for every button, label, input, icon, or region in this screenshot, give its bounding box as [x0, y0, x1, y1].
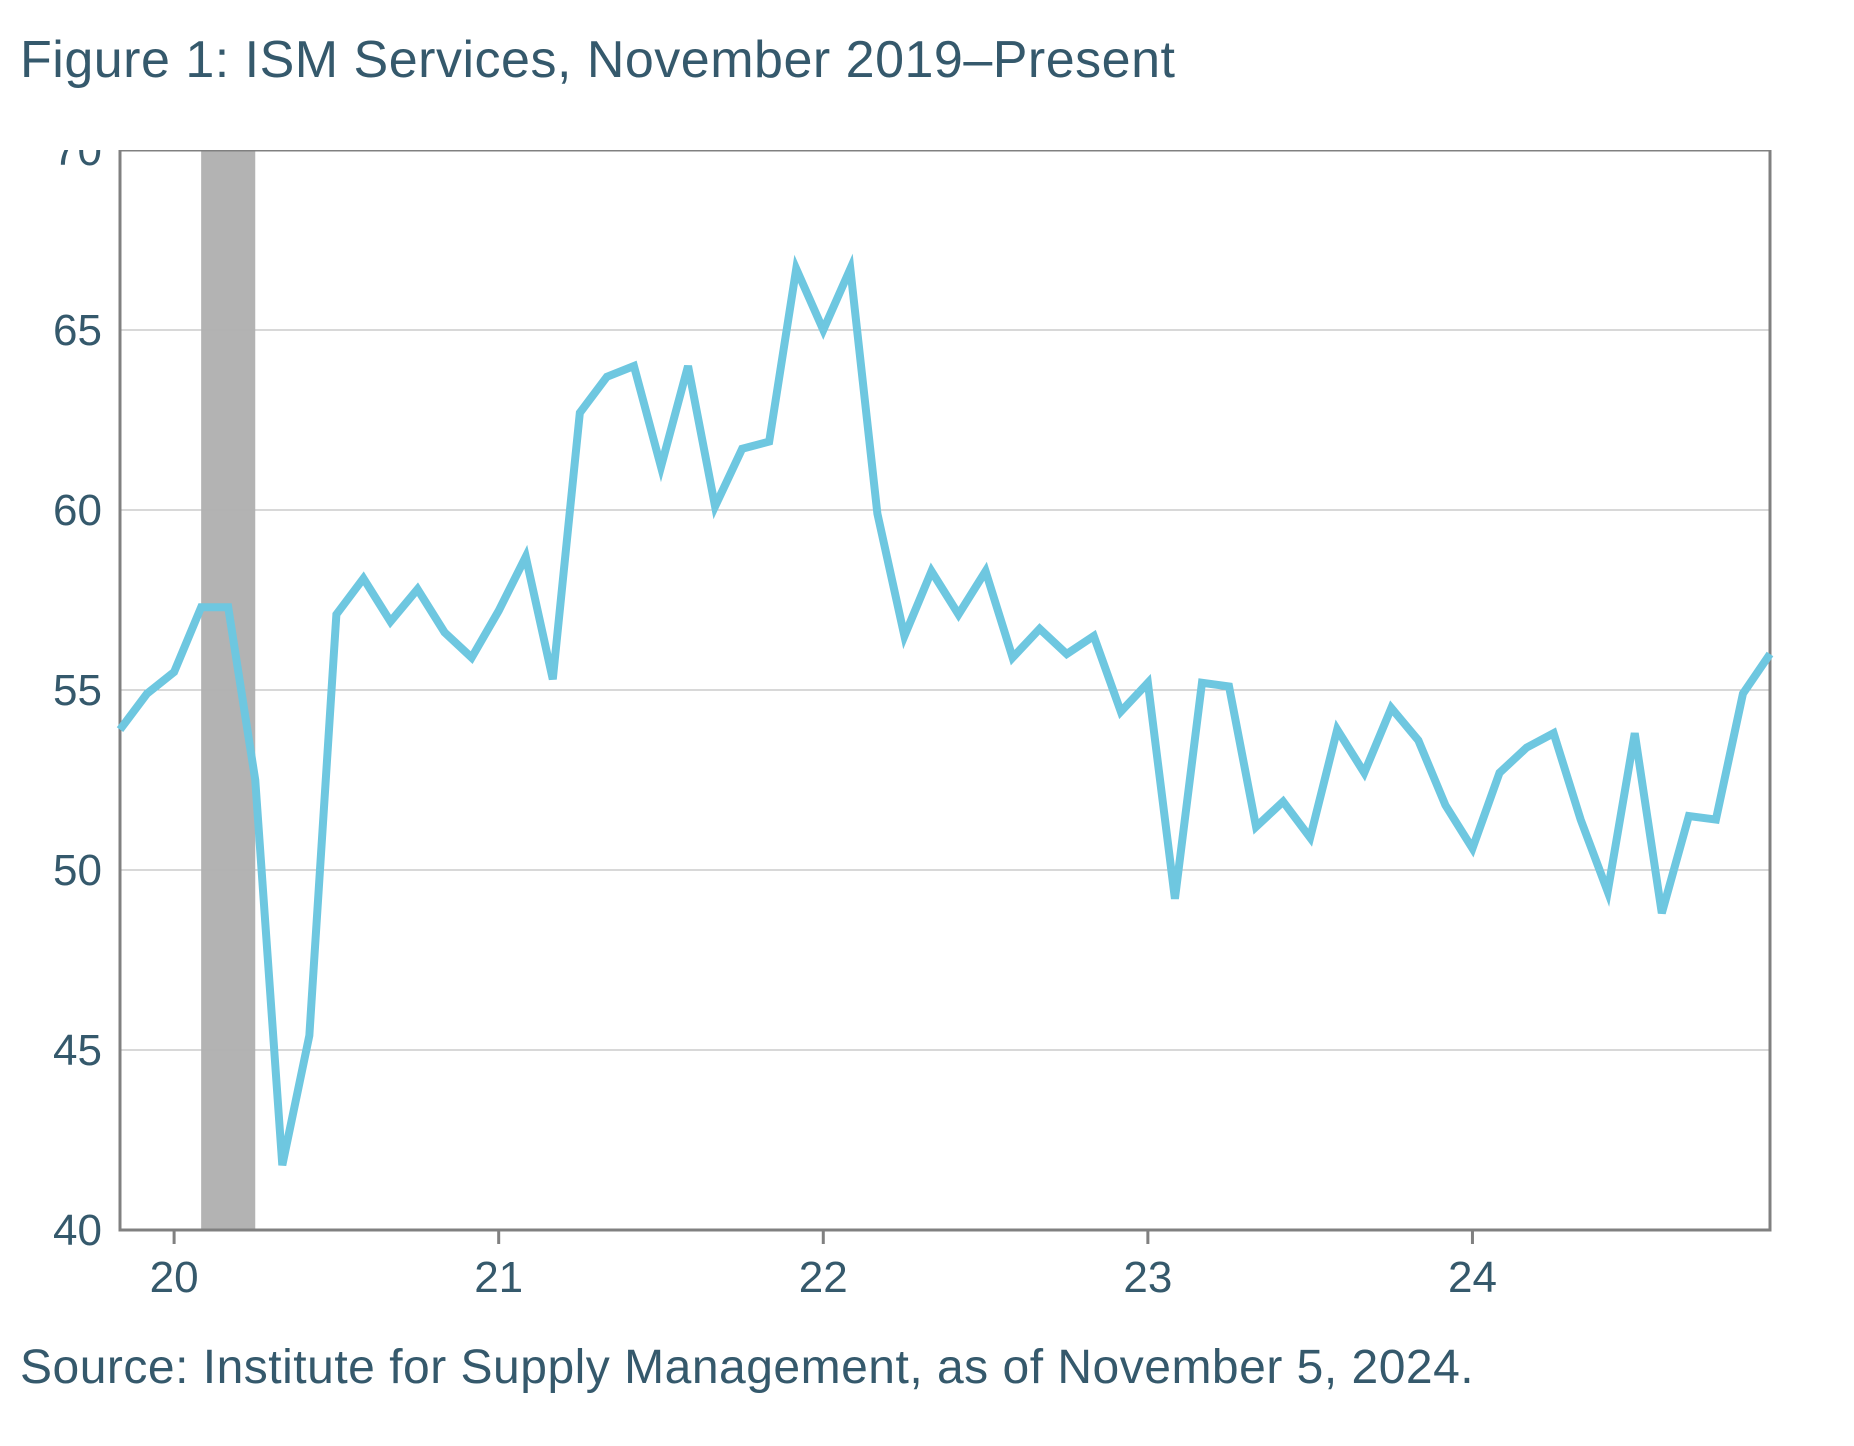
figure-title: Figure 1: ISM Services, November 2019–Pr…	[20, 30, 1814, 90]
line-chart: 40 45 50 55 60 65 70 20 21 22 23 24	[20, 150, 1780, 1310]
x-tick-label: 22	[799, 1253, 848, 1302]
x-tick-label: 23	[1123, 1253, 1172, 1302]
x-tick-label: 21	[474, 1253, 523, 1302]
source-note: Source: Institute for Supply Management,…	[20, 1340, 1814, 1395]
y-tick-label: 45	[53, 1026, 102, 1075]
figure-container: Figure 1: ISM Services, November 2019–Pr…	[0, 0, 1854, 1446]
x-tick-label: 24	[1448, 1253, 1497, 1302]
y-tick-label: 40	[53, 1206, 102, 1255]
data-line	[120, 269, 1770, 1165]
y-tick-label: 50	[53, 846, 102, 895]
y-tick-label: 55	[53, 666, 102, 715]
x-tick-label: 20	[150, 1253, 199, 1302]
y-tick-label: 65	[53, 306, 102, 355]
y-tick-label: 60	[53, 486, 102, 535]
y-tick-label: 70	[53, 150, 102, 175]
